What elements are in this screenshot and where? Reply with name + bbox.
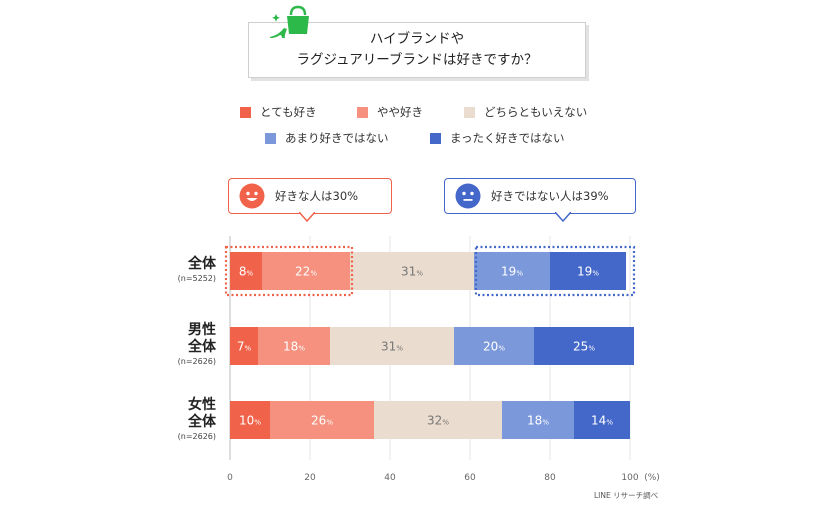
- legend-label: あまり好きではない: [285, 131, 389, 145]
- bar-value-label: 26%: [311, 414, 333, 428]
- bar-segment: [374, 401, 502, 439]
- neutral-face-icon: [455, 183, 481, 209]
- dislike-highlight-frame: [474, 245, 636, 297]
- bar-value-label: 7%: [237, 340, 252, 354]
- bar-segment: [330, 327, 454, 365]
- bar-value-label: 18%: [283, 340, 305, 354]
- legend-item: まったく好きではない: [430, 130, 565, 146]
- bar-value-label: 19%: [501, 265, 523, 279]
- like-callout: 好きな人は30%: [228, 178, 392, 222]
- x-axis-unit: (%): [644, 473, 660, 483]
- bar-value-label: 20%: [483, 340, 505, 354]
- bar-segment: [230, 401, 270, 439]
- bar-value-label: 10%: [239, 414, 261, 428]
- group-label-line: 全体: [188, 339, 216, 355]
- callout-tail: [299, 212, 315, 222]
- like-callout-text: 好きな人は30%: [275, 189, 359, 203]
- bar-value-label: 8%: [239, 265, 254, 279]
- group-sample-size: (n=2626): [177, 432, 216, 441]
- source-credit: LINE リサーチ調べ: [594, 491, 659, 500]
- legend-label: とても好き: [260, 105, 317, 119]
- callout-tail: [555, 212, 571, 222]
- legend-item: とても好き: [240, 104, 357, 120]
- legend-item: やや好き: [357, 104, 464, 120]
- group-sample-size: (n=5252): [177, 274, 216, 283]
- bar-value-label: 18%: [527, 414, 549, 428]
- title-line-1: ハイブランドや: [369, 31, 465, 47]
- x-tick-label: 40: [384, 473, 396, 483]
- legend-item: あまり好きではない: [265, 130, 430, 146]
- legend-row-2: あまり好きではない まったく好きではない: [265, 130, 565, 146]
- handbag-and-heel-icon: [270, 5, 309, 38]
- bar-segment: [258, 327, 330, 365]
- group-label-all: 全体 (n=5252): [150, 256, 216, 284]
- legend-label: まったく好きではない: [450, 131, 565, 145]
- legend-label: やや好き: [377, 105, 423, 119]
- bar-value-label: 32%: [427, 414, 449, 428]
- x-tick-label: 100: [621, 473, 638, 483]
- legend-swatch: [430, 132, 441, 144]
- x-tick-label: 60: [464, 473, 476, 483]
- bar-value-label: 19%: [577, 265, 599, 279]
- legend-swatch: [265, 132, 276, 144]
- bar-segment: [350, 252, 474, 290]
- x-tick-label: 20: [304, 473, 316, 483]
- group-label-male: 男性 全体 (n=2626): [150, 322, 216, 367]
- title-line-2: ラグジュアリーブランドは好きですか？: [296, 52, 538, 68]
- bar-value-label: 25%: [573, 340, 595, 354]
- bar-segment: [574, 401, 630, 439]
- legend-item: どちらともいえない: [464, 104, 587, 120]
- bar-segment: [474, 252, 550, 290]
- group-label-female: 女性 全体 (n=2626): [150, 397, 216, 442]
- legend-row-1: とても好き やや好き どちらともいえない: [240, 104, 587, 120]
- bar-segment: [270, 401, 374, 439]
- bar-value-label: 31%: [401, 265, 423, 279]
- bar-segment: [454, 327, 534, 365]
- legend-label: どちらともいえない: [484, 105, 588, 119]
- dislike-callout-text: 好きではない人は39%: [491, 189, 609, 203]
- bar-segment: [230, 252, 262, 290]
- group-sample-size: (n=2626): [177, 357, 216, 366]
- bar-segment: [550, 252, 626, 290]
- legend-swatch: [464, 106, 475, 118]
- legend-swatch: [357, 106, 368, 118]
- chart-title: ハイブランドや ラグジュアリーブランドは好きですか？: [248, 22, 586, 78]
- bar-segment: [502, 401, 574, 439]
- dislike-callout: 好きではない人は39%: [444, 178, 636, 222]
- group-label-line: 男性: [188, 322, 216, 338]
- like-highlight-frame: [224, 245, 354, 297]
- legend-swatch: [240, 106, 251, 118]
- bar-segment: [534, 327, 634, 365]
- group-label-line: 全体: [188, 414, 216, 430]
- group-label-line: 女性: [188, 397, 216, 413]
- bar-value-label: 31%: [381, 340, 403, 354]
- bar-value-label: 14%: [591, 414, 613, 428]
- bar-segment: [230, 327, 258, 365]
- group-label-line: 全体: [188, 256, 216, 272]
- smiling-face-icon: [239, 183, 265, 209]
- x-tick-label: 0: [227, 473, 233, 483]
- x-tick-label: 80: [544, 473, 556, 483]
- bar-value-label: 22%: [295, 265, 317, 279]
- bar-segment: [262, 252, 350, 290]
